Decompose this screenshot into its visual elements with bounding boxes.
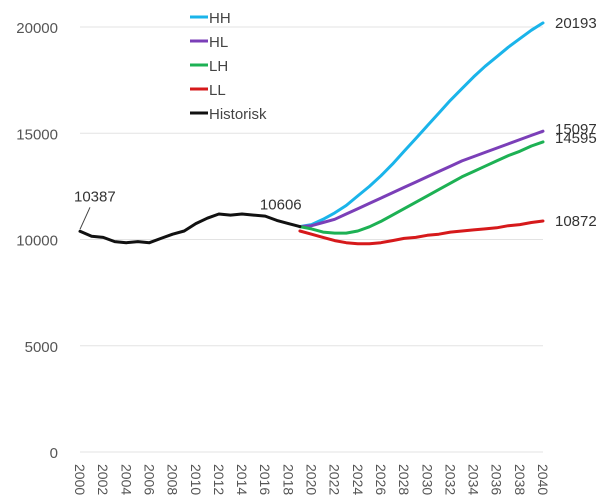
- x-tick-label: 2038: [512, 464, 528, 495]
- x-tick-label: 2018: [280, 464, 296, 495]
- legend-label: LL: [209, 82, 226, 99]
- data-label-hl: 15097: [555, 121, 597, 138]
- x-tick-label: 2016: [257, 464, 273, 495]
- legend: HH HL LH LL Historisk: [190, 10, 267, 123]
- data-label-hh: 20193: [555, 15, 597, 32]
- x-tick-label: 2024: [350, 464, 366, 495]
- y-tick-label: 5000: [25, 339, 58, 356]
- series-line-hl: [298, 129, 545, 229]
- legend-label: HH: [209, 10, 231, 27]
- series-line-hh: [298, 21, 545, 229]
- x-tick-label: 2020: [304, 464, 320, 495]
- legend-item-historisk: Historisk: [190, 106, 267, 123]
- x-tick-label: 2036: [489, 464, 505, 495]
- x-tick-label: 2022: [327, 464, 343, 495]
- data-label-historisk: 10606: [260, 197, 302, 214]
- x-tick-label: 2030: [419, 464, 435, 495]
- x-tick-label: 2034: [466, 464, 482, 495]
- legend-label: HL: [209, 34, 228, 51]
- gridlines: [80, 26, 543, 453]
- x-tick-label: 2040: [535, 464, 551, 495]
- x-tick-label: 2004: [118, 464, 134, 495]
- y-tick-label: 10000: [16, 233, 58, 250]
- x-tick-label: 2000: [72, 464, 88, 495]
- x-tick-label: 2012: [211, 464, 227, 495]
- x-tick-label: 2026: [373, 464, 389, 495]
- y-tick-label: 15000: [16, 126, 58, 143]
- x-axis: 2000 2002 2004 2006 2008 2010 2012 2014 2016 2018…: [72, 464, 551, 495]
- label-leader-line: [79, 207, 91, 230]
- x-tick-label: 2028: [396, 464, 412, 495]
- data-label-historisk: 10387: [74, 188, 116, 205]
- legend-item-hh: HH: [190, 10, 231, 27]
- x-tick-label: 2032: [442, 464, 458, 495]
- legend-item-lh: LH: [190, 58, 228, 75]
- legend-item-ll: LL: [190, 82, 226, 99]
- series-line-historisk: [78, 212, 302, 245]
- series-line-ll: [298, 219, 545, 246]
- data-label-lh: 14595: [555, 130, 597, 147]
- y-tick-label: 0: [50, 445, 58, 462]
- x-tick-label: 2006: [141, 464, 157, 495]
- legend-label: LH: [209, 58, 228, 75]
- x-tick-label: 2008: [165, 464, 181, 495]
- legend-label: Historisk: [209, 106, 267, 123]
- series-lines: [78, 21, 545, 246]
- legend-item-hl: HL: [190, 34, 228, 51]
- y-tick-label: 20000: [16, 20, 58, 37]
- x-tick-label: 2002: [95, 464, 111, 495]
- series-line-lh: [298, 140, 545, 235]
- data-label-ll: 10872: [555, 213, 597, 230]
- x-tick-label: 2014: [234, 464, 250, 495]
- y-axis: 0 5000 10000 15000 20000: [16, 20, 58, 462]
- x-tick-label: 2010: [188, 464, 204, 495]
